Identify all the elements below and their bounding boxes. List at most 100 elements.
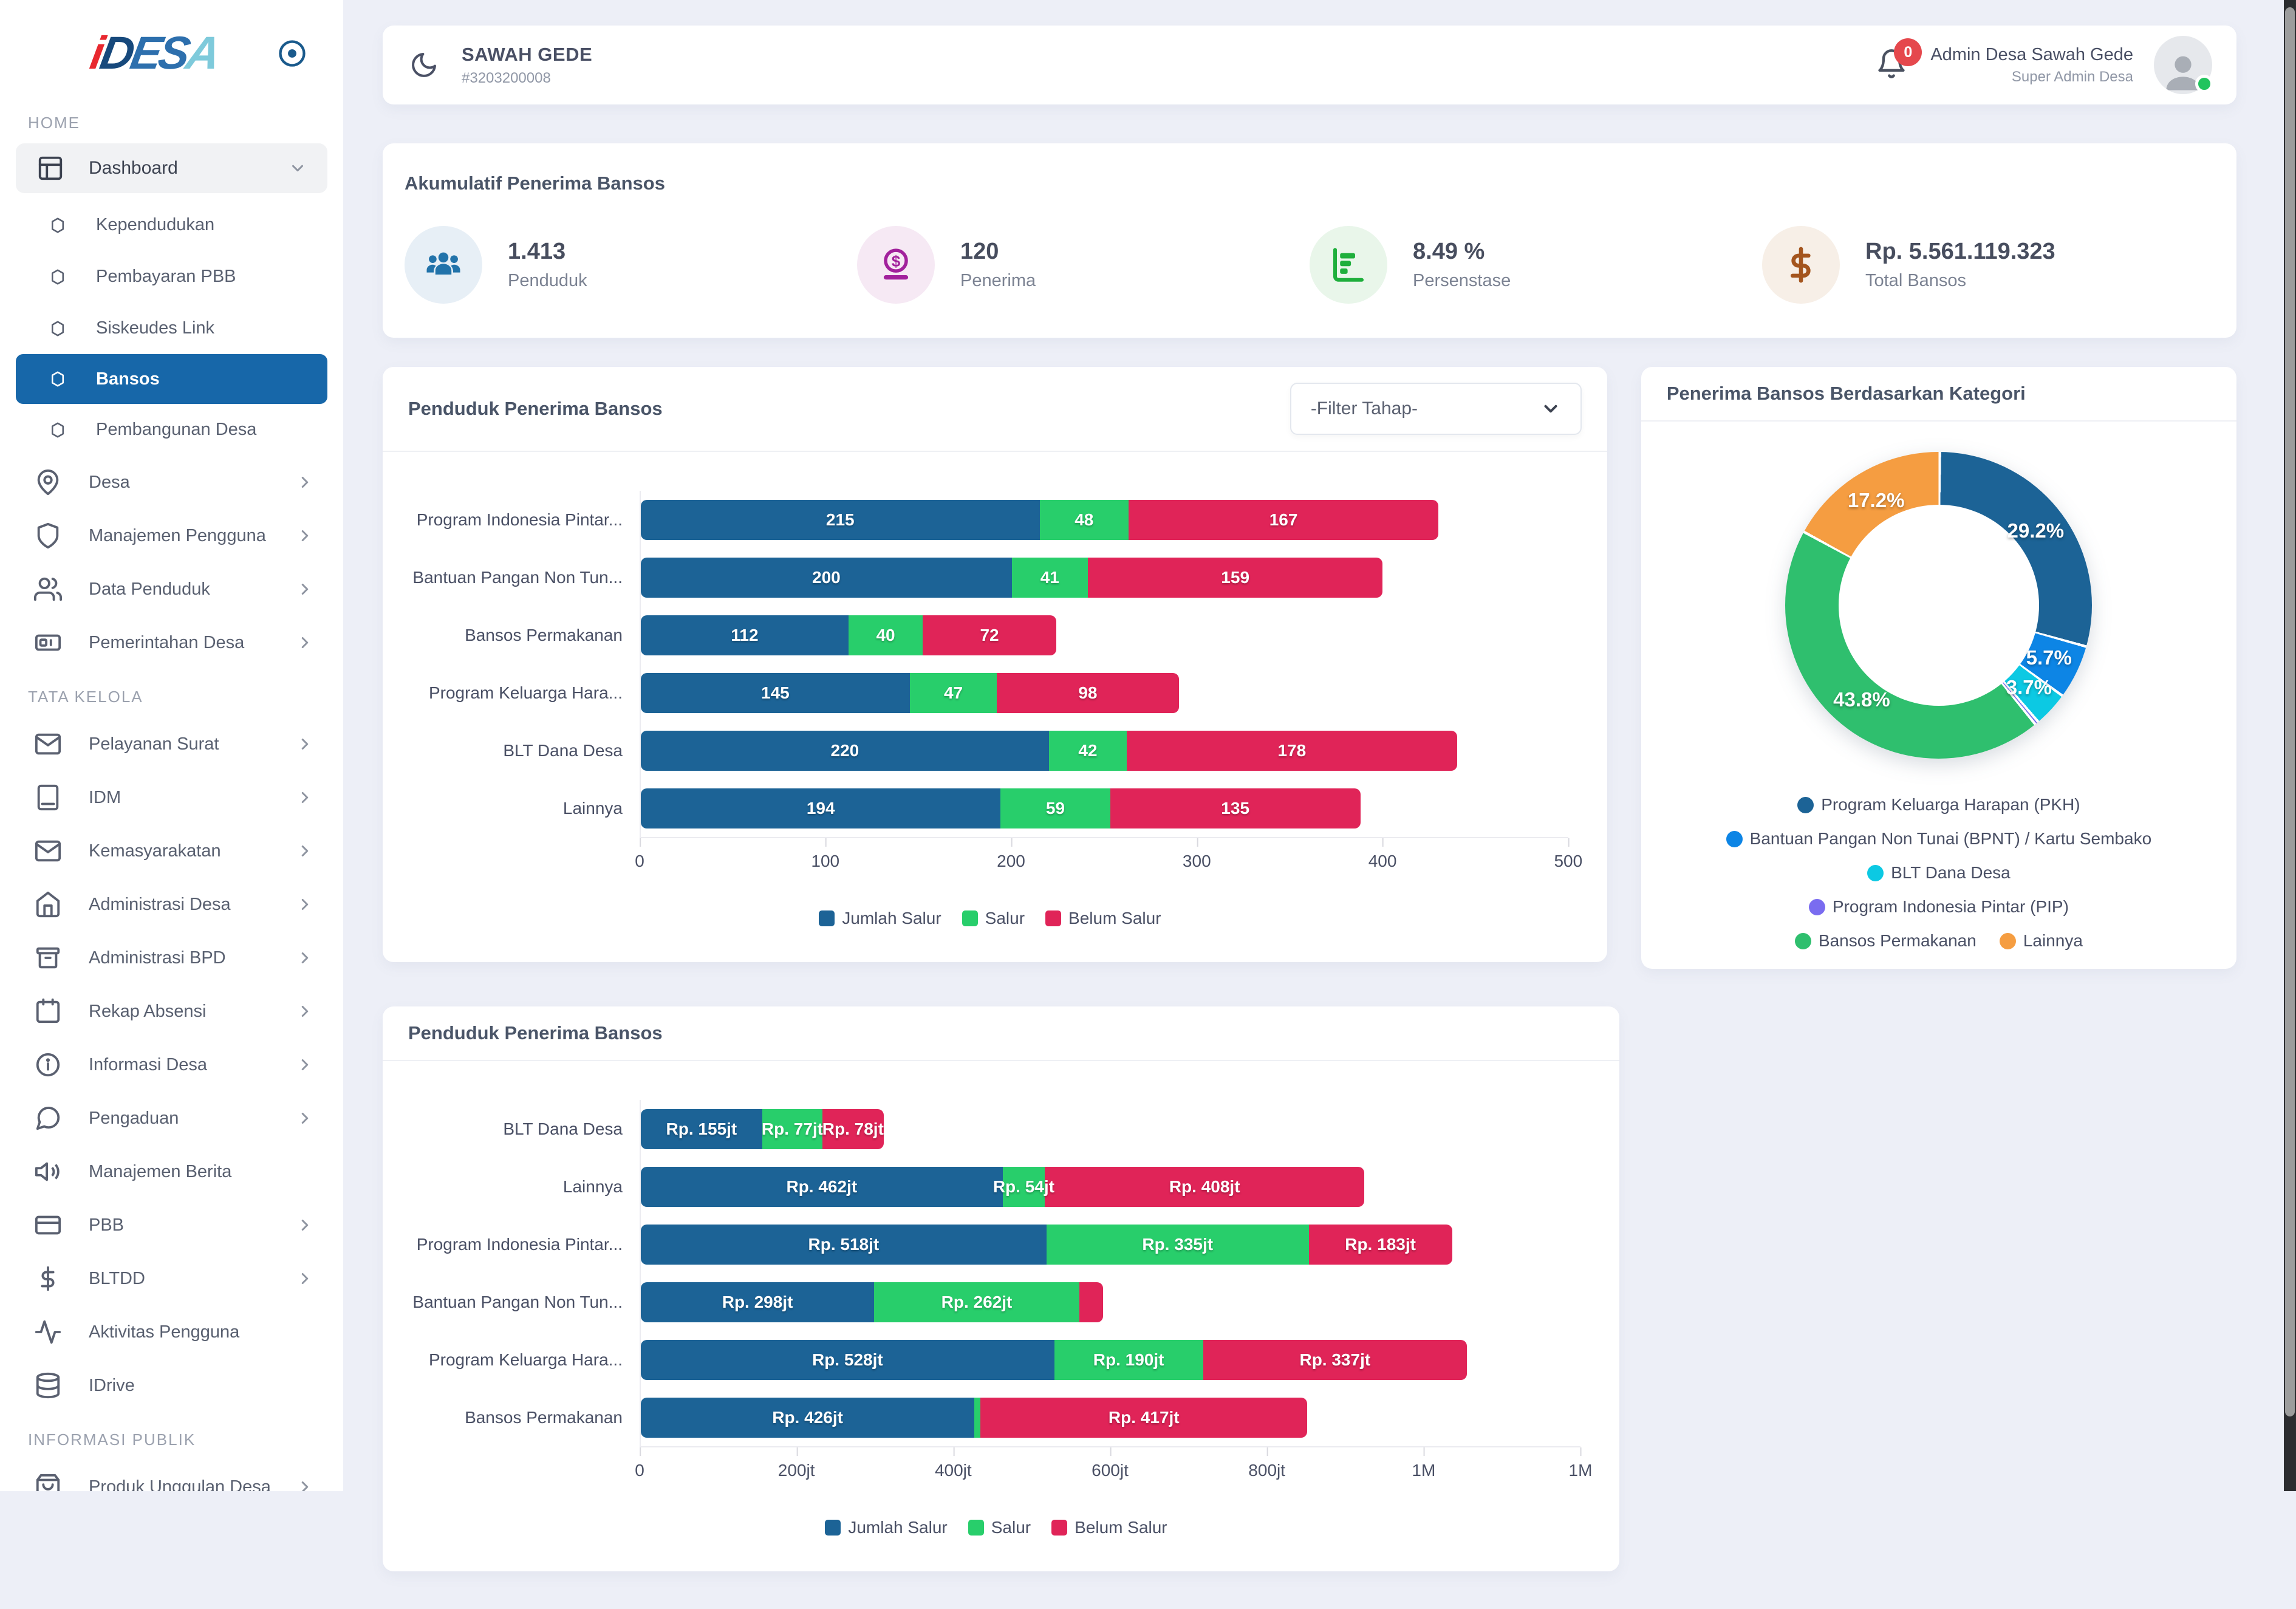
bar-segment[interactable]: 159: [1087, 557, 1383, 598]
bar-segment[interactable]: Rp. 426jt: [641, 1397, 975, 1438]
bar-segment[interactable]: 135: [1110, 788, 1361, 828]
bar-segment[interactable]: Rp. 262jt: [874, 1282, 1079, 1322]
bar-segment[interactable]: Rp. 462jt: [641, 1166, 1003, 1207]
sidebar-item-pembayaran-pbb[interactable]: Pembayaran PBB: [0, 251, 343, 302]
legend-item[interactable]: Jumlah Salur: [819, 909, 941, 928]
legend-item[interactable]: Belum Salur: [1051, 1518, 1167, 1537]
category-label: Program Indonesia Pintar...: [416, 510, 623, 529]
page-scrollbar[interactable]: [2284, 0, 2296, 1491]
bar-segment[interactable]: 220: [641, 730, 1049, 771]
bar-segment[interactable]: 42: [1048, 730, 1127, 771]
sidebar-item-kependudukan[interactable]: Kependudukan: [0, 199, 343, 251]
bar-track: 194 59 135: [641, 788, 1568, 828]
sidebar-item-label: Dashboard: [89, 158, 178, 178]
bar-segment[interactable]: 98: [997, 672, 1179, 713]
bar-segment[interactable]: Rp. 183jt: [1308, 1224, 1452, 1265]
mail-icon: [35, 733, 61, 755]
sidebar-item-data-penduduk[interactable]: Data Penduduk: [0, 562, 343, 616]
sidebar-item-idm[interactable]: IDM: [0, 771, 343, 824]
bar-segment[interactable]: 178: [1127, 730, 1457, 771]
sidebar-item-dashboard[interactable]: Dashboard: [16, 143, 327, 193]
tablet-icon: [37, 784, 59, 811]
idesa-logo[interactable]: iDESA: [86, 27, 222, 79]
bar-segment[interactable]: Rp. 337jt: [1203, 1339, 1467, 1380]
legend-item[interactable]: Program Keluarga Harapan (PKH): [1797, 795, 2080, 815]
bar-segment[interactable]: [974, 1397, 981, 1438]
bar-segment[interactable]: 47: [909, 672, 997, 713]
legend-item[interactable]: Bantuan Pangan Non Tunai (BPNT) / Kartu …: [1726, 829, 2151, 849]
legend-item[interactable]: Salur: [962, 909, 1025, 928]
bar-segment[interactable]: [1079, 1282, 1103, 1322]
bar-segment[interactable]: 112: [641, 615, 849, 655]
sidebar-item-administrasi-bpd[interactable]: Administrasi BPD: [0, 931, 343, 985]
bar-segment[interactable]: 48: [1039, 499, 1129, 540]
sidebar-item-rekap-absensi[interactable]: Rekap Absensi: [0, 985, 343, 1038]
bar-segment[interactable]: Rp. 335jt: [1046, 1224, 1309, 1265]
sidebar-collapse-icon[interactable]: [276, 38, 308, 69]
legend-item[interactable]: Salur: [968, 1518, 1031, 1537]
bar-segment[interactable]: 167: [1129, 499, 1439, 540]
bar-segment[interactable]: Rp. 54jt: [993, 1166, 1054, 1207]
category-label: BLT Dana Desa: [503, 1119, 623, 1138]
stat-label: Persenstase: [1413, 271, 1511, 290]
bar-segment[interactable]: Rp. 77jt: [762, 1109, 823, 1149]
legend-item[interactable]: Program Indonesia Pintar (PIP): [1808, 897, 2069, 917]
filter-tahap-select[interactable]: -Filter Tahap-: [1290, 383, 1582, 435]
bar-segment[interactable]: Rp. 78jt: [822, 1109, 884, 1149]
bar-segment[interactable]: Rp. 528jt: [641, 1339, 1054, 1380]
sidebar-item-pengaduan[interactable]: Pengaduan: [0, 1091, 343, 1145]
bar-segment[interactable]: Rp. 417jt: [980, 1397, 1308, 1438]
bar-segment[interactable]: 215: [641, 499, 1040, 540]
bar-segment[interactable]: 194: [641, 788, 1001, 828]
dark-mode-toggle-icon[interactable]: [409, 50, 439, 80]
sidebar-item-kemasyarakatan[interactable]: Kemasyarakatan: [0, 824, 343, 878]
bar-track: 200 41 159: [641, 557, 1568, 598]
bar-segment[interactable]: Rp. 518jt: [641, 1224, 1047, 1265]
sidebar-item-pelayanan-surat[interactable]: Pelayanan Surat: [0, 717, 343, 771]
category-label: Bantuan Pangan Non Tun...: [412, 1292, 623, 1311]
bar-segment[interactable]: Rp. 298jt: [641, 1282, 875, 1322]
user-avatar[interactable]: [2154, 36, 2213, 94]
sidebar-item-pbb[interactable]: PBB: [0, 1198, 343, 1252]
sidebar-item-bansos-active[interactable]: Bansos: [16, 354, 327, 404]
chevron-right-icon: [301, 845, 309, 856]
sidebar-item-pemerintahan-desa[interactable]: Pemerintahan Desa: [0, 616, 343, 669]
sidebar-item-pembangunan-desa[interactable]: Pembangunan Desa: [0, 404, 343, 456]
stat-label: Penduduk: [508, 271, 587, 290]
sidebar-item-idrive[interactable]: IDrive: [0, 1359, 343, 1412]
calendar-icon: [36, 998, 60, 1023]
bar-segment[interactable]: 41: [1011, 557, 1088, 598]
bar-segment[interactable]: Rp. 190jt: [1054, 1339, 1203, 1380]
bar-segment[interactable]: 40: [849, 615, 923, 655]
legend-item[interactable]: Belum Salur: [1045, 909, 1161, 928]
sidebar-item-manajemen-berita[interactable]: Manajemen Berita: [0, 1145, 343, 1198]
category-label: Bantuan Pangan Non Tun...: [412, 567, 623, 587]
category-label: Lainnya: [562, 798, 623, 818]
legend-swatch: [968, 1520, 984, 1536]
map-pin-icon: [37, 470, 59, 496]
legend-item[interactable]: Jumlah Salur: [825, 1518, 948, 1537]
bar-segment[interactable]: 200: [641, 557, 1012, 598]
legend-item[interactable]: Bansos Permakanan: [1794, 931, 1977, 951]
sidebar-item-administrasi-desa[interactable]: Administrasi Desa: [0, 878, 343, 931]
bar-segment[interactable]: 59: [1000, 788, 1110, 828]
sidebar-item-bltdd[interactable]: BLTDD: [0, 1252, 343, 1305]
dashboard-icon: [38, 156, 63, 180]
legend-item[interactable]: Lainnya: [1999, 931, 2083, 951]
sidebar-item-manajemen-pengguna[interactable]: Manajemen Pengguna: [0, 509, 343, 562]
chevron-right-icon: [301, 792, 309, 803]
sidebar-item-produk-unggulan-desa[interactable]: Produk Unggulan Desa: [0, 1460, 343, 1491]
bar-segment[interactable]: Rp. 155jt: [641, 1109, 762, 1149]
sidebar-item-siskeudes-link[interactable]: Siskeudes Link: [0, 302, 343, 354]
donut-percentage-label: 17.2%: [1847, 489, 1905, 512]
bar-segment[interactable]: 145: [641, 672, 910, 713]
sidebar-item-aktivitas-pengguna[interactable]: Aktivitas Pengguna: [0, 1305, 343, 1359]
donut-chart[interactable]: 29.2% 5.7% 3.7% 43.8% 17.2%: [1785, 452, 2093, 759]
sidebar-item-informasi-desa[interactable]: Informasi Desa: [0, 1038, 343, 1091]
bar-segment[interactable]: Rp. 408jt: [1045, 1166, 1365, 1207]
bar-segment[interactable]: 72: [923, 615, 1056, 655]
notifications-button[interactable]: 0: [1876, 38, 1922, 82]
legend-item[interactable]: BLT Dana Desa: [1867, 863, 2011, 883]
sidebar-item-desa[interactable]: Desa: [0, 456, 343, 509]
scrollbar-thumb[interactable]: [2285, 7, 2295, 1416]
